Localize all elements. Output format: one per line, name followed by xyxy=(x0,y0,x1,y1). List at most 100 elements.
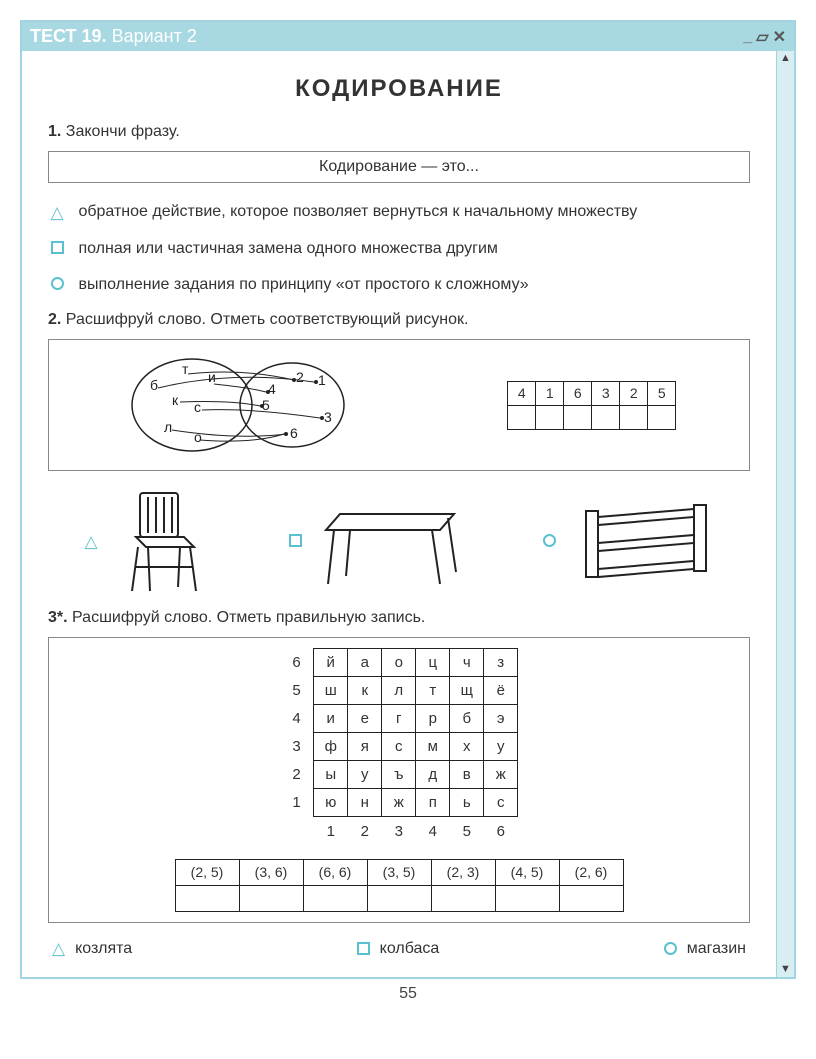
titlebar: ТЕСТ 19. Вариант 2 _ ▱ ✕ xyxy=(22,22,794,51)
q2-frame: б т и к с л о 1 2 3 xyxy=(48,339,750,471)
svg-text:к: к xyxy=(172,392,179,408)
q2-pic-chair[interactable]: △ xyxy=(82,487,218,597)
grid-cell: б xyxy=(450,705,484,733)
col-label: 4 xyxy=(416,817,450,845)
svg-text:2: 2 xyxy=(296,369,304,385)
row-label: 6 xyxy=(280,649,314,677)
q3-option-circle[interactable]: магазин xyxy=(664,939,746,959)
q3-option-square[interactable]: колбаса xyxy=(357,939,440,959)
shelf-icon xyxy=(576,497,716,587)
circle-icon xyxy=(48,272,66,298)
grid-cell: ф xyxy=(314,733,348,761)
q2-number: 2. xyxy=(48,311,61,328)
q3-number: 3*. xyxy=(48,609,68,626)
q3-coords-table: (2, 5)(3, 6)(6, 6)(3, 5)(2, 3)(4, 5)(2, … xyxy=(175,859,624,912)
triangle-icon: △ xyxy=(82,532,100,552)
q2-pic-table[interactable] xyxy=(286,492,472,592)
q3-option-triangle[interactable]: △ козлята xyxy=(52,939,132,959)
row-label: 2 xyxy=(280,761,314,789)
grid-cell: ш xyxy=(314,677,348,705)
title-variant: Вариант 2 xyxy=(112,26,197,46)
q1-number: 1. xyxy=(48,123,61,140)
grid-cell: ц xyxy=(416,649,450,677)
grid-cell: х xyxy=(450,733,484,761)
grid-cell: л xyxy=(382,677,416,705)
answer-cell[interactable] xyxy=(303,885,367,911)
grid-cell: ж xyxy=(382,789,416,817)
q2-pic-shelf[interactable] xyxy=(540,497,716,587)
grid-cell: э xyxy=(484,705,518,733)
q1-option-triangle[interactable]: △ обратное действие, которое позволяет в… xyxy=(48,199,750,226)
minimize-icon[interactable]: _ xyxy=(743,28,752,46)
q1-opt2-text: полная или частичная замена одного множе… xyxy=(78,240,497,257)
row-label: 1 xyxy=(280,789,314,817)
grid-cell: у xyxy=(484,733,518,761)
coord-cell: (4, 5) xyxy=(495,859,559,885)
answer-cell[interactable] xyxy=(508,405,536,429)
grid-cell: н xyxy=(348,789,382,817)
q1-option-circle[interactable]: выполнение задания по принципу «от прост… xyxy=(48,272,750,298)
grid-cell: ч xyxy=(450,649,484,677)
svg-text:4: 4 xyxy=(268,381,276,397)
q3-coords-wrap: (2, 5)(3, 6)(6, 6)(3, 5)(2, 3)(4, 5)(2, … xyxy=(59,859,739,912)
maximize-icon[interactable]: ▱ xyxy=(756,27,768,47)
grid-cell: я xyxy=(348,733,382,761)
close-icon[interactable]: ✕ xyxy=(773,27,786,47)
scroll-up-icon[interactable]: ▲ xyxy=(780,53,791,64)
grid-cell: ь xyxy=(450,789,484,817)
answer-cell[interactable] xyxy=(559,885,623,911)
answer-cell[interactable] xyxy=(175,885,239,911)
code-cell: 2 xyxy=(620,381,648,405)
col-label: 1 xyxy=(314,817,348,845)
svg-text:3: 3 xyxy=(324,409,332,425)
square-icon xyxy=(48,236,66,262)
answer-cell[interactable] xyxy=(431,885,495,911)
grid-cell: з xyxy=(484,649,518,677)
coord-cell: (3, 5) xyxy=(367,859,431,885)
scroll-down-icon[interactable]: ▼ xyxy=(780,964,791,975)
grid-cell: в xyxy=(450,761,484,789)
grid-cell: м xyxy=(416,733,450,761)
page: ТЕСТ 19. Вариант 2 _ ▱ ✕ КОДИРОВАНИЕ 1. … xyxy=(20,20,796,1003)
grid-cell: ы xyxy=(314,761,348,789)
grid-cell: у xyxy=(348,761,382,789)
col-label: 6 xyxy=(484,817,518,845)
window-title: ТЕСТ 19. Вариант 2 xyxy=(30,26,197,47)
content-wrap: КОДИРОВАНИЕ 1. Закончи фразу. Кодировани… xyxy=(22,51,794,977)
square-icon xyxy=(357,942,370,955)
title-prefix: ТЕСТ 19. xyxy=(30,26,107,46)
q3-opt3-text: магазин xyxy=(687,940,746,958)
answer-cell[interactable] xyxy=(536,405,564,429)
answer-cell[interactable] xyxy=(367,885,431,911)
cipher-diagram: б т и к с л о 1 2 3 xyxy=(122,350,362,460)
grid-cell: щ xyxy=(450,677,484,705)
coord-cell: (2, 3) xyxy=(431,859,495,885)
triangle-icon: △ xyxy=(48,199,66,226)
grid-cell: ж xyxy=(484,761,518,789)
content: КОДИРОВАНИЕ 1. Закончи фразу. Кодировани… xyxy=(22,51,776,977)
answer-cell[interactable] xyxy=(239,885,303,911)
grid-cell: г xyxy=(382,705,416,733)
grid-cell: а xyxy=(348,649,382,677)
svg-text:б: б xyxy=(150,377,158,393)
scrollbar[interactable]: ▲ ▼ xyxy=(776,51,794,977)
grid-cell: т xyxy=(416,677,450,705)
grid-cell: и xyxy=(314,705,348,733)
svg-text:и: и xyxy=(208,369,216,385)
code-cell: 4 xyxy=(508,381,536,405)
answer-cell[interactable] xyxy=(564,405,592,429)
q3-prompt: Расшифруй слово. Отметь правильную запис… xyxy=(72,609,425,626)
grid-cell: ъ xyxy=(382,761,416,789)
q3-frame: 6йаоцчз5шклтщё4иегрбэ3фясмху2ыуъдвж1юнжп… xyxy=(48,637,750,923)
q3-letter-grid: 6йаоцчз5шклтщё4иегрбэ3фясмху2ыуъдвж1юнжп… xyxy=(280,648,519,845)
answer-cell[interactable] xyxy=(592,405,620,429)
answer-cell[interactable] xyxy=(620,405,648,429)
coord-cell: (2, 6) xyxy=(559,859,623,885)
q1-option-square[interactable]: полная или частичная замена одного множе… xyxy=(48,236,750,262)
svg-text:1: 1 xyxy=(318,372,326,388)
answer-cell[interactable] xyxy=(648,405,676,429)
grid-cell: ё xyxy=(484,677,518,705)
answer-cell[interactable] xyxy=(495,885,559,911)
grid-cell: р xyxy=(416,705,450,733)
row-label: 3 xyxy=(280,733,314,761)
